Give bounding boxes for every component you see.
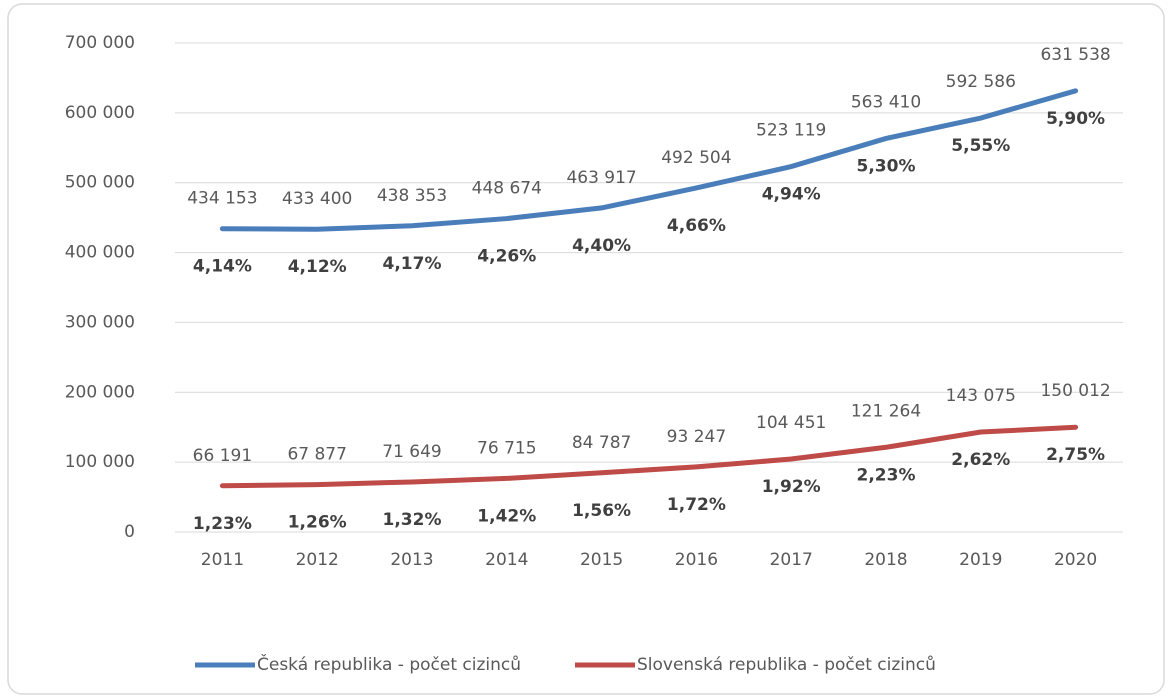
share-label: 4,94%: [762, 185, 821, 205]
x-tick-label: 2017: [770, 550, 813, 570]
value-label: 93 247: [667, 427, 726, 447]
value-label: 434 153: [187, 189, 257, 209]
share-label: 1,92%: [762, 477, 821, 497]
share-label: 4,26%: [477, 247, 536, 267]
y-tick-label: 600 000: [65, 103, 135, 123]
share-label: 2,75%: [1046, 445, 1105, 465]
share-label: 5,30%: [857, 156, 916, 176]
value-label: 523 119: [756, 121, 826, 141]
share-label: 5,55%: [951, 136, 1010, 156]
share-label: 4,40%: [572, 236, 631, 256]
chart-frame: [7, 3, 1165, 695]
share-label: 5,90%: [1046, 109, 1105, 129]
share-label: 1,56%: [572, 501, 631, 521]
y-tick-label: 100 000: [65, 452, 135, 472]
legend-label: Slovenská republika - počet cizinců: [637, 655, 936, 675]
value-label: 71 649: [382, 442, 441, 462]
value-label: 76 715: [477, 438, 536, 458]
series-line: [219, 424, 1079, 489]
share-label: 4,12%: [288, 257, 347, 277]
x-tick-label: 2011: [201, 550, 244, 570]
value-label: 592 586: [946, 72, 1016, 92]
value-label: 463 917: [566, 168, 636, 188]
value-label: 150 012: [1040, 381, 1110, 401]
value-label: 438 353: [377, 186, 447, 206]
value-label: 492 504: [661, 148, 731, 168]
x-tick-label: 2018: [864, 550, 907, 570]
y-tick-label: 0: [124, 522, 135, 542]
x-tick-label: 2015: [580, 550, 623, 570]
share-label: 1,42%: [477, 506, 536, 526]
share-label: 1,23%: [193, 514, 252, 534]
x-tick-label: 2012: [296, 550, 339, 570]
share-label: 1,72%: [667, 495, 726, 515]
share-label: 4,14%: [193, 257, 252, 277]
share-label: 4,66%: [667, 216, 726, 236]
value-label: 67 877: [287, 445, 346, 465]
value-label: 121 264: [851, 401, 921, 421]
value-label: 66 191: [193, 446, 252, 466]
y-tick-label: 700 000: [65, 33, 135, 53]
share-label: 1,26%: [288, 513, 347, 533]
share-label: 2,62%: [951, 450, 1010, 470]
value-label: 563 410: [851, 92, 921, 112]
legend-label: Česká republika - počet cizinců: [257, 653, 521, 675]
y-tick-label: 400 000: [65, 243, 135, 263]
x-tick-label: 2020: [1054, 550, 1097, 570]
y-tick-label: 500 000: [65, 173, 135, 193]
value-label: 631 538: [1040, 45, 1110, 65]
value-label: 433 400: [282, 189, 352, 209]
share-label: 1,32%: [383, 510, 442, 530]
share-label: 4,17%: [383, 254, 442, 274]
x-tick-label: 2013: [390, 550, 433, 570]
value-label: 104 451: [756, 413, 826, 433]
x-tick-label: 2014: [485, 550, 528, 570]
value-label: 448 674: [472, 179, 542, 199]
y-tick-label: 200 000: [65, 382, 135, 402]
x-tick-label: 2019: [959, 550, 1002, 570]
share-label: 2,23%: [857, 465, 916, 485]
value-label: 143 075: [946, 386, 1016, 406]
series-line: [219, 88, 1079, 232]
x-tick-label: 2016: [675, 550, 718, 570]
y-tick-label: 300 000: [65, 312, 135, 332]
value-label: 84 787: [572, 433, 631, 453]
